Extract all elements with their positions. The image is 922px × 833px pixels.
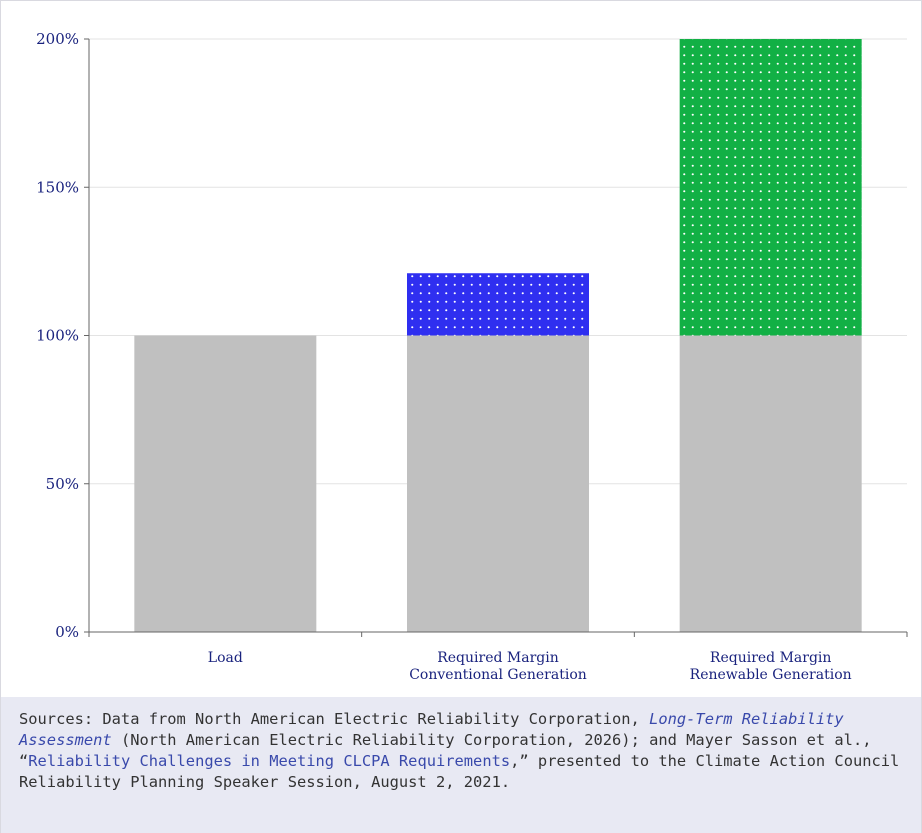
bar-margin [679,39,862,336]
y-tick-label: 50% [46,475,79,493]
bar-base [407,335,589,632]
y-tick-label: 150% [36,178,79,196]
x-category-label: Required Margin [437,650,559,666]
x-category-label: Renewable Generation [690,667,852,683]
y-tick-label: 100% [36,327,79,345]
source-link-clcpa[interactable]: Reliability Challenges in Meeting CLCPA … [28,752,511,770]
source-middle: (North American Electric Reliability Cor… [19,731,872,770]
source-note: Sources: Data from North American Electr… [1,697,921,833]
source-prefix: Sources: Data from North American Electr… [19,710,650,728]
source-suffix: ,” presented to the Climate Action Counc… [19,752,900,791]
bar-margin [407,273,589,336]
bar-base [679,335,862,632]
x-category-label: Required Margin [710,650,832,666]
bar-base [134,335,317,632]
y-tick-label: 0% [55,623,79,641]
x-category-label: Conventional Generation [409,667,587,683]
source-link-assessment[interactable]: Long-Term Reliability Assessment [19,710,844,749]
y-tick-label: 200% [36,30,79,48]
bar-chart: 0%50%100%150%200%Load Required MarginConv… [36,30,908,683]
x-category-label: Load [208,650,243,666]
